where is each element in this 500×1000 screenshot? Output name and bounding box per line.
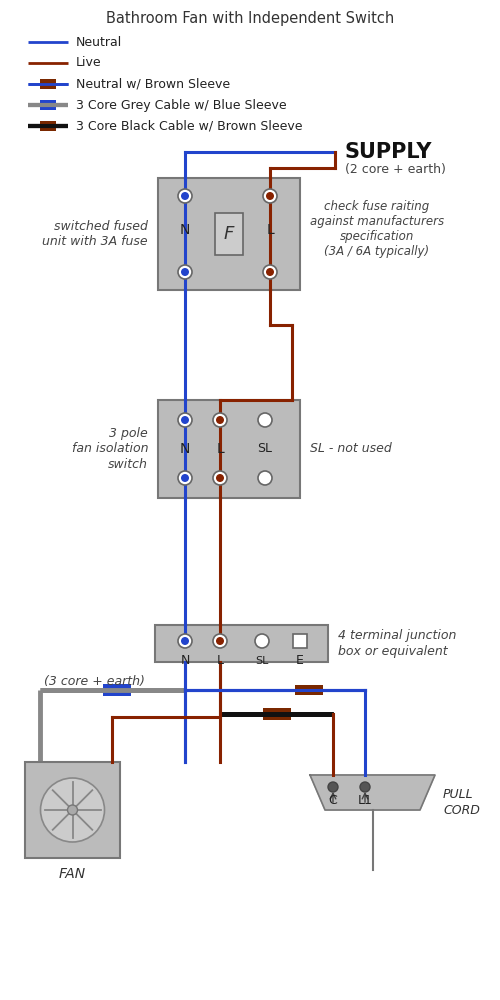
Text: C: C: [328, 794, 338, 808]
Bar: [262, 708, 290, 720]
Circle shape: [181, 268, 189, 276]
Text: N: N: [180, 442, 190, 456]
Bar: [40, 121, 56, 131]
Circle shape: [216, 416, 224, 424]
Text: SL - not used: SL - not used: [310, 442, 392, 456]
Text: Neutral w/ Brown Sleeve: Neutral w/ Brown Sleeve: [76, 78, 230, 91]
FancyBboxPatch shape: [215, 213, 243, 255]
Text: SL: SL: [256, 656, 268, 666]
Circle shape: [328, 782, 338, 792]
Circle shape: [178, 413, 192, 427]
Text: PULL
CORD: PULL CORD: [443, 788, 480, 816]
Text: 3 Core Grey Cable w/ Blue Sleeve: 3 Core Grey Cable w/ Blue Sleeve: [76, 99, 286, 111]
Circle shape: [213, 413, 227, 427]
Text: (2 core + earth): (2 core + earth): [345, 162, 446, 176]
Text: (3 core + earth): (3 core + earth): [44, 676, 145, 688]
Text: 3 Core Black Cable w/ Brown Sleeve: 3 Core Black Cable w/ Brown Sleeve: [76, 119, 302, 132]
Circle shape: [263, 265, 277, 279]
Text: switched fused
unit with 3A fuse: switched fused unit with 3A fuse: [42, 220, 148, 248]
FancyBboxPatch shape: [158, 400, 300, 498]
Text: Live: Live: [76, 56, 102, 70]
Text: L: L: [266, 223, 274, 237]
Bar: [102, 684, 130, 696]
Text: F: F: [224, 225, 234, 243]
Text: 4 terminal junction
box or equivalent: 4 terminal junction box or equivalent: [338, 630, 456, 658]
Circle shape: [68, 805, 78, 815]
Bar: [40, 79, 56, 89]
Text: Bathroom Fan with Independent Switch: Bathroom Fan with Independent Switch: [106, 10, 394, 25]
Circle shape: [178, 265, 192, 279]
Bar: [262, 708, 290, 720]
Circle shape: [216, 474, 224, 482]
Circle shape: [360, 782, 370, 792]
Bar: [40, 100, 56, 110]
Circle shape: [178, 634, 192, 648]
Circle shape: [178, 471, 192, 485]
Circle shape: [213, 634, 227, 648]
Text: SL: SL: [258, 442, 272, 456]
Circle shape: [258, 413, 272, 427]
Polygon shape: [310, 775, 435, 810]
Text: E: E: [296, 654, 304, 668]
Text: L: L: [216, 654, 224, 668]
Text: L: L: [216, 442, 224, 456]
Circle shape: [266, 192, 274, 200]
Circle shape: [258, 471, 272, 485]
Circle shape: [216, 637, 224, 645]
Bar: [295, 685, 323, 695]
Text: SUPPLY: SUPPLY: [345, 142, 432, 162]
Text: N: N: [180, 223, 190, 237]
Circle shape: [263, 189, 277, 203]
Text: FAN: FAN: [59, 867, 86, 881]
FancyBboxPatch shape: [155, 625, 328, 662]
Text: check fuse raiting
against manufacturers
specification
(3A / 6A typically): check fuse raiting against manufacturers…: [310, 200, 444, 258]
Circle shape: [181, 474, 189, 482]
Text: Neutral: Neutral: [76, 35, 122, 48]
Bar: [293, 634, 307, 648]
Circle shape: [181, 192, 189, 200]
Circle shape: [266, 268, 274, 276]
Circle shape: [40, 778, 104, 842]
Circle shape: [181, 416, 189, 424]
FancyBboxPatch shape: [25, 762, 120, 858]
Circle shape: [213, 471, 227, 485]
Text: L1: L1: [358, 794, 372, 808]
Text: N: N: [180, 654, 190, 668]
Text: 3 pole
fan isolation
switch: 3 pole fan isolation switch: [72, 428, 148, 471]
Circle shape: [181, 637, 189, 645]
Circle shape: [178, 189, 192, 203]
Circle shape: [255, 634, 269, 648]
FancyBboxPatch shape: [158, 178, 300, 290]
